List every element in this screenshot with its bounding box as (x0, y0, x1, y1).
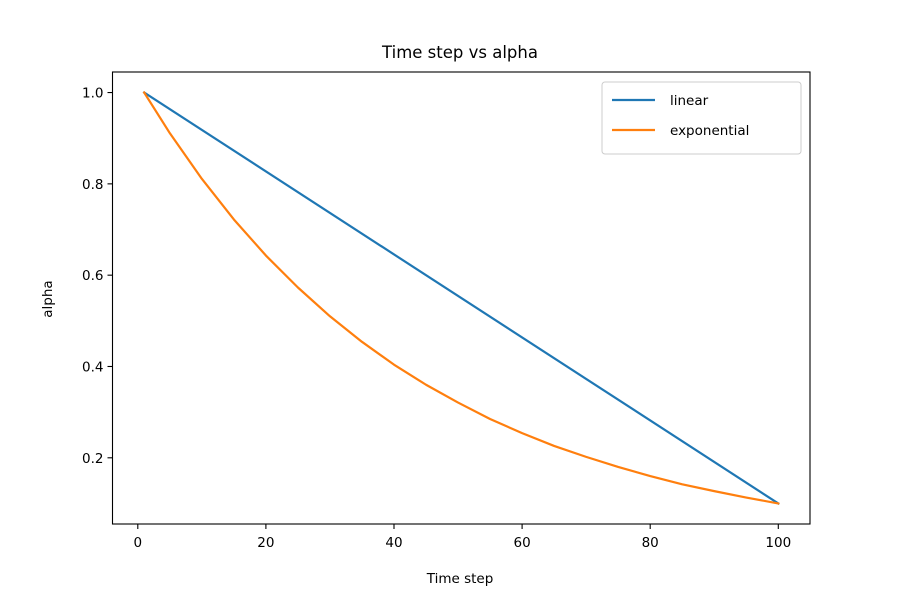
x-tick-label: 40 (385, 535, 402, 551)
y-tick-label: 1.0 (82, 86, 103, 102)
legend-label-exponential: exponential (670, 123, 749, 139)
legend-label-linear: linear (670, 93, 709, 109)
x-tick-label: 80 (642, 535, 659, 551)
y-tick-label: 0.2 (82, 451, 103, 467)
y-tick-label: 0.8 (82, 177, 103, 193)
legend: linear exponential (601, 81, 802, 155)
axes-layer: 0 20 40 60 80 100 0.2 0.4 0.6 0.8 1.0 (82, 71, 811, 551)
x-tick-label: 0 (134, 535, 143, 551)
x-tick-label: 100 (765, 535, 791, 551)
series-line-linear (142, 91, 780, 505)
y-tick-label: 0.6 (82, 268, 103, 284)
series-line-exponential (142, 91, 780, 505)
x-tick-label: 20 (257, 535, 274, 551)
x-tick-label: 60 (514, 535, 531, 551)
series-layer (142, 91, 780, 505)
y-tick-label: 0.4 (82, 359, 103, 375)
x-axis-label: Time step (426, 571, 494, 587)
axes-frame (111, 71, 811, 525)
y-axis-label: alpha (40, 280, 56, 317)
chart-title: Time step vs alpha (381, 43, 538, 62)
